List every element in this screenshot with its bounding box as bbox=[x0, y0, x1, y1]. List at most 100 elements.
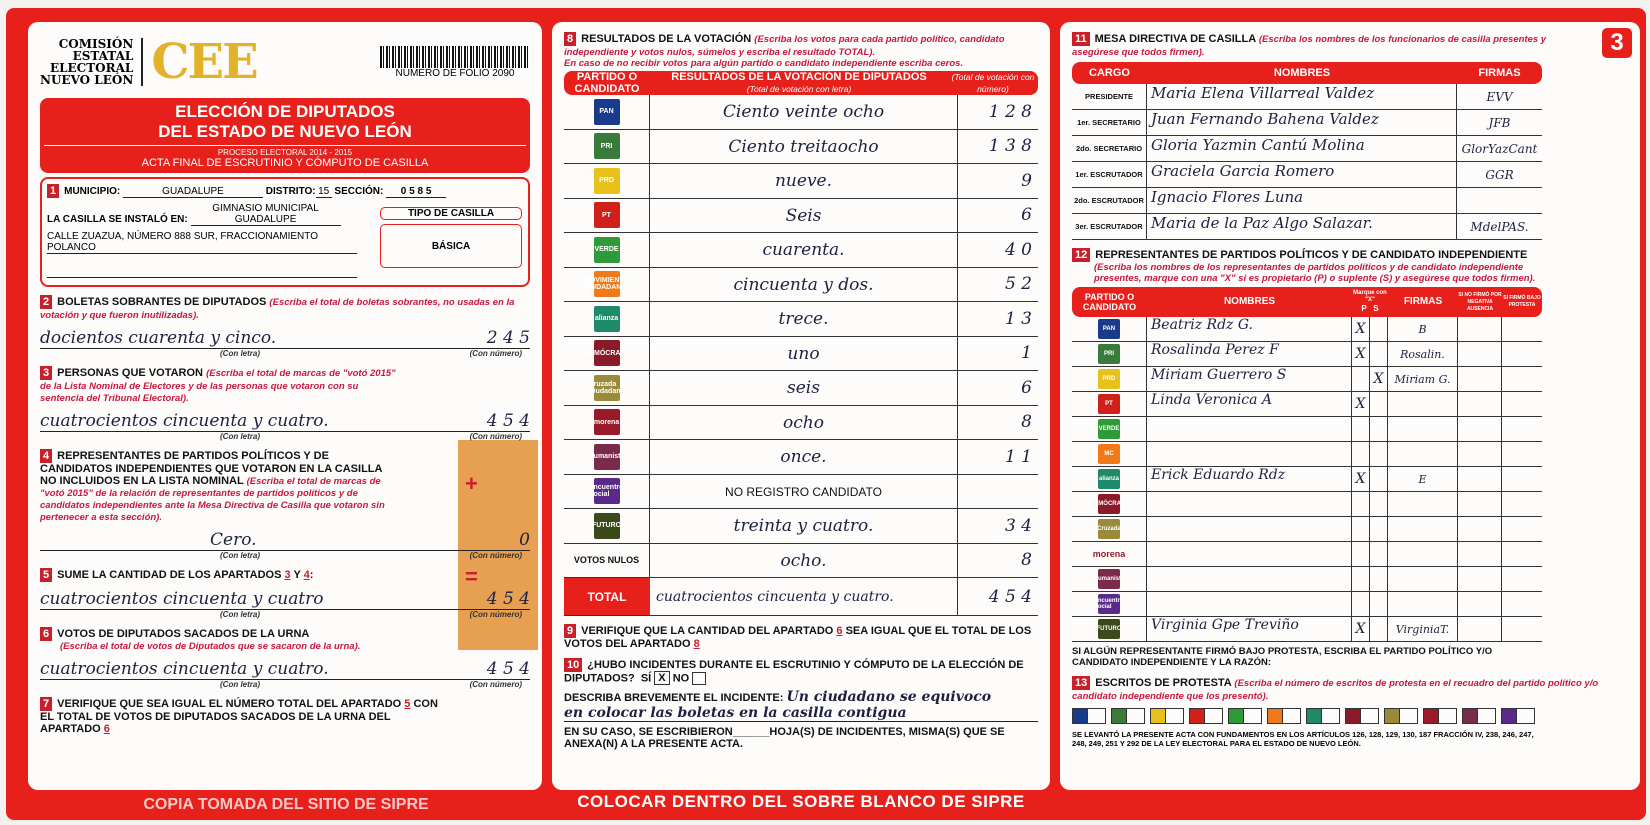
protest-box[interactable] bbox=[1189, 708, 1223, 724]
s-mark[interactable] bbox=[1370, 567, 1388, 591]
votes-number: 8 bbox=[1021, 412, 1032, 433]
protest-box[interactable] bbox=[1150, 708, 1184, 724]
count-box[interactable] bbox=[1516, 709, 1534, 723]
s-mark[interactable] bbox=[1370, 542, 1388, 566]
party-logo-icon: PAN bbox=[593, 98, 620, 125]
count-box[interactable] bbox=[1321, 709, 1339, 723]
rep-name bbox=[1147, 592, 1352, 616]
representative-row: PRD Miriam Guerrero S X Miriam G. bbox=[1072, 367, 1542, 392]
total-row: TOTAL cuatrocientos cincuenta y cuatro. … bbox=[564, 578, 1038, 616]
protest-box[interactable] bbox=[1501, 708, 1535, 724]
s-mark[interactable]: X bbox=[1370, 367, 1388, 391]
p-mark[interactable] bbox=[1352, 517, 1370, 541]
official-row: 3er. ESCRUTADOR Maria de la Paz Algo Sala… bbox=[1072, 214, 1542, 240]
count-box[interactable] bbox=[1360, 709, 1378, 723]
party-cell: PRD bbox=[564, 164, 650, 198]
org-name: COMISIÓN ESTATAL ELECTORAL NUEVO LEÓN bbox=[40, 38, 144, 86]
s-mark[interactable] bbox=[1370, 492, 1388, 516]
rep-name: Beatriz Rdz G. bbox=[1147, 317, 1352, 341]
p-mark[interactable]: X bbox=[1352, 617, 1370, 641]
result-row: VERDE cuarenta. 4 0 bbox=[564, 233, 1038, 268]
count-box[interactable] bbox=[1282, 709, 1300, 723]
barcode bbox=[380, 45, 530, 68]
protest-box[interactable] bbox=[1228, 708, 1262, 724]
p-mark[interactable] bbox=[1352, 542, 1370, 566]
protest-box[interactable] bbox=[1423, 708, 1457, 724]
rep-signature bbox=[1388, 592, 1458, 616]
party-cell: alianza bbox=[564, 302, 650, 336]
si-checkbox[interactable]: X bbox=[654, 671, 670, 686]
votes-in-words: Ciento veinte ocho bbox=[650, 95, 958, 129]
official-row: PRESIDENTE Maria Elena Villarreal Valdez E… bbox=[1072, 84, 1542, 110]
representative-row: Cruzada bbox=[1072, 517, 1542, 542]
count-box[interactable] bbox=[1438, 709, 1456, 723]
p-mark[interactable]: X bbox=[1352, 467, 1370, 491]
protest-box[interactable] bbox=[1111, 708, 1145, 724]
count-box[interactable] bbox=[1477, 709, 1495, 723]
official-row: 1er. ESCRUTADOR Graciela Garcia Romero GGR bbox=[1072, 162, 1542, 188]
cargo: 1er. SECRETARIO bbox=[1072, 110, 1147, 135]
official-name: Gloria Yazmin Cantú Molina bbox=[1147, 136, 1457, 161]
protest-box[interactable] bbox=[1306, 708, 1340, 724]
cargo: 2do. SECRETARIO bbox=[1072, 136, 1147, 161]
s-mark[interactable] bbox=[1370, 592, 1388, 616]
count-box[interactable] bbox=[1399, 709, 1417, 723]
party-cell: Cruzada bbox=[1072, 517, 1147, 541]
count-box[interactable] bbox=[1165, 709, 1183, 723]
p-mark[interactable] bbox=[1352, 492, 1370, 516]
page-title: ELECCIÓN DE DIPUTADOS bbox=[175, 102, 395, 121]
party-cell: PRI bbox=[564, 129, 650, 163]
p-mark[interactable]: X bbox=[1352, 342, 1370, 366]
party-logo-icon bbox=[1268, 709, 1282, 723]
s-mark[interactable] bbox=[1370, 442, 1388, 466]
section-3-votaron: 3 PERSONAS QUE VOTARON (Escriba el total … bbox=[40, 366, 530, 441]
official-row: 1er. SECRETARIO Juan Fernando Bahena Vald… bbox=[1072, 110, 1542, 136]
p-mark[interactable] bbox=[1352, 417, 1370, 441]
negativa-cell bbox=[1458, 367, 1502, 391]
p-mark[interactable] bbox=[1352, 367, 1370, 391]
party-cell: PT bbox=[1072, 392, 1147, 416]
p-mark[interactable] bbox=[1352, 567, 1370, 591]
count-box[interactable] bbox=[1204, 709, 1222, 723]
votes-number: 5 2 bbox=[1004, 274, 1032, 295]
votes-in-words: treinta y cuatro. bbox=[650, 509, 958, 543]
representative-row: Humanista bbox=[1072, 567, 1542, 592]
s-mark[interactable] bbox=[1370, 342, 1388, 366]
plus-sign: + bbox=[465, 471, 478, 496]
no-checkbox[interactable] bbox=[692, 672, 707, 685]
s-mark[interactable] bbox=[1370, 467, 1388, 491]
official-signature: GGR bbox=[1485, 167, 1514, 182]
rep-signature: E bbox=[1388, 467, 1458, 491]
protest-box[interactable] bbox=[1462, 708, 1496, 724]
s-mark[interactable] bbox=[1370, 517, 1388, 541]
s-mark[interactable] bbox=[1370, 617, 1388, 641]
rep-signature: VirginiaT. bbox=[1388, 617, 1458, 641]
p-mark[interactable]: X bbox=[1352, 317, 1370, 341]
rep-name: Linda Veronica A bbox=[1147, 392, 1352, 416]
p-mark[interactable] bbox=[1352, 592, 1370, 616]
party-cell: VOTOS NULOS bbox=[564, 543, 650, 577]
protest-box[interactable] bbox=[1345, 708, 1379, 724]
party-logo-icon bbox=[1346, 709, 1360, 723]
s-mark[interactable] bbox=[1370, 417, 1388, 441]
section-7-verifique: 7 VERIFIQUE QUE SEA IGUAL EL NÚMERO TOTAL… bbox=[40, 697, 438, 735]
party-logo-icon: PAN bbox=[1098, 319, 1120, 339]
count-box[interactable] bbox=[1087, 709, 1105, 723]
mesa-table: PRESIDENTE Maria Elena Villarreal Valdez E… bbox=[1072, 84, 1542, 240]
count-box[interactable] bbox=[1243, 709, 1261, 723]
watermark: COPIA TOMADA DEL SITIO DE SIPRE bbox=[143, 796, 429, 813]
protest-box[interactable] bbox=[1267, 708, 1301, 724]
count-box[interactable] bbox=[1126, 709, 1144, 723]
negativa-cell bbox=[1458, 592, 1502, 616]
p-mark[interactable]: X bbox=[1352, 392, 1370, 416]
negativa-cell bbox=[1458, 342, 1502, 366]
protest-box[interactable] bbox=[1072, 708, 1106, 724]
s-mark[interactable] bbox=[1370, 317, 1388, 341]
s-mark[interactable] bbox=[1370, 392, 1388, 416]
protest-box[interactable] bbox=[1384, 708, 1418, 724]
votes-number: 6 bbox=[1021, 205, 1032, 226]
p-mark[interactable] bbox=[1352, 442, 1370, 466]
official-name: Graciela Garcia Romero bbox=[1147, 162, 1457, 187]
party-label: VOTOS NULOS bbox=[573, 555, 640, 566]
